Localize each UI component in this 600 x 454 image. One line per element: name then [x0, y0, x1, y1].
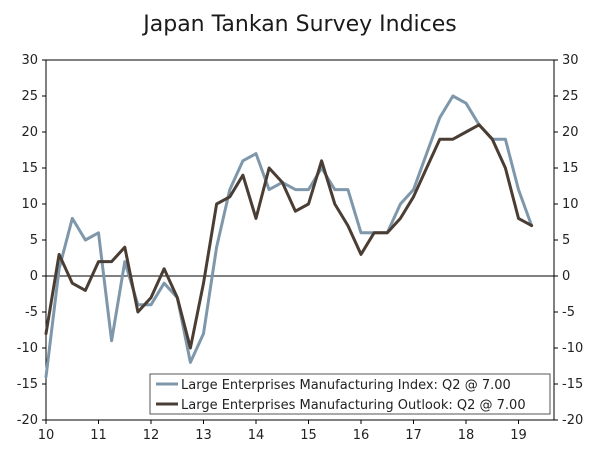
- y-tick-label-right: 0: [562, 269, 570, 284]
- legend-label-outlook: Large Enterprises Manufacturing Outlook:…: [181, 398, 526, 413]
- y-tick-label-right: -10: [562, 341, 583, 356]
- legend-box: [149, 373, 551, 415]
- y-tick-label-left: -5: [25, 305, 38, 320]
- plot-area: [45, 59, 555, 421]
- y-tick-label-right: -20: [562, 413, 583, 428]
- x-tick-label: 19: [510, 428, 527, 443]
- x-tick-label: 15: [300, 428, 317, 443]
- y-tick-label-right: 25: [562, 89, 579, 104]
- y-tick-label-left: 5: [30, 233, 38, 248]
- series-line-manufacturing-outlook: [44, 123, 534, 350]
- x-tick-label: 11: [90, 428, 107, 443]
- y-axis-left: 30 25 20 15 10 5 0 -5 -10 -15 -20: [17, 53, 46, 428]
- x-tick-label: 10: [38, 428, 55, 443]
- legend-label-index: Large Enterprises Manufacturing Index: Q…: [181, 378, 511, 393]
- y-tick-label-right: -15: [562, 377, 583, 392]
- y-tick-label-left: 15: [21, 161, 38, 176]
- y-tick-label-left: -20: [17, 413, 38, 428]
- x-axis: 10 11 12 13 14 15 16 17 18 19: [38, 420, 527, 443]
- y-tick-label-left: 10: [21, 197, 38, 212]
- x-tick-label: 17: [405, 428, 422, 443]
- y-tick-label-left: 30: [21, 53, 38, 68]
- y-tick-label-left: -15: [17, 377, 38, 392]
- y-tick-label-left: 0: [30, 269, 38, 284]
- series-layer: [44, 94, 534, 379]
- y-tick-label-right: 20: [562, 125, 579, 140]
- y-tick-label-right: -5: [562, 305, 575, 320]
- y-tick-label-left: 20: [21, 125, 38, 140]
- y-axis-right: 30 25 20 15 10 5 0 -5 -10 -15 -20: [554, 53, 583, 428]
- y-tick-label-right: 30: [562, 53, 579, 68]
- y-tick-label-right: 10: [562, 197, 579, 212]
- x-tick-label: 12: [143, 428, 160, 443]
- legend: Large Enterprises Manufacturing Index: Q…: [149, 373, 551, 415]
- y-tick-label-right: 5: [562, 233, 570, 248]
- x-tick-label: 18: [458, 428, 475, 443]
- y-tick-label-left: -10: [17, 341, 38, 356]
- series-line-manufacturing-index: [44, 94, 534, 379]
- chart-title: Japan Tankan Survey Indices: [141, 12, 456, 37]
- y-tick-label-left: 25: [21, 89, 38, 104]
- x-tick-label: 14: [248, 428, 265, 443]
- y-tick-label-right: 15: [562, 161, 579, 176]
- x-tick-label: 13: [195, 428, 212, 443]
- x-tick-label: 16: [353, 428, 370, 443]
